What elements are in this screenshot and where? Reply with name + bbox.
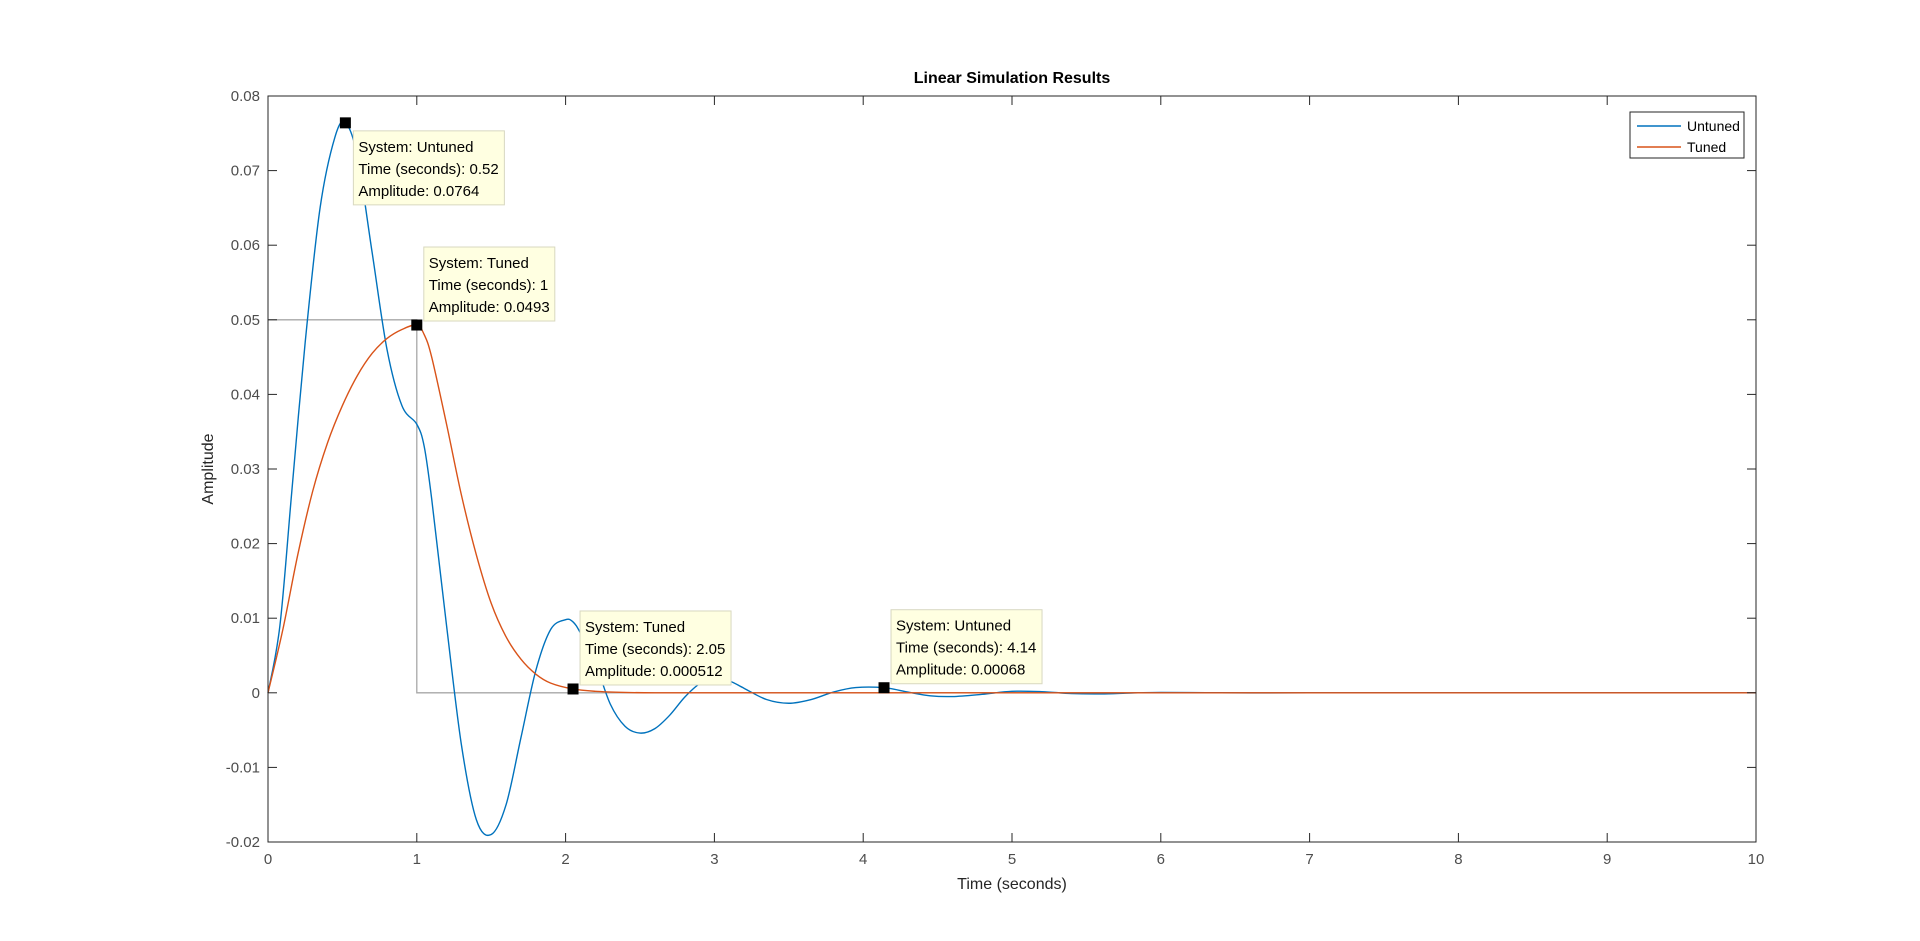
x-tick-label: 8 <box>1454 851 1462 868</box>
series-line-untuned <box>267 121 1756 837</box>
datatip-line: Time (seconds): 4.14 <box>896 640 1036 657</box>
datatip-box <box>579 610 732 686</box>
datatip-marker[interactable] <box>567 683 579 695</box>
y-tick-label: 0.05 <box>231 312 260 329</box>
y-tick-label: 0.08 <box>231 88 260 105</box>
y-tick-label: 0 <box>252 685 260 702</box>
legend-label-tuned: Tuned <box>1687 139 1726 155</box>
y-tick-label: 0.04 <box>231 386 260 403</box>
datatip[interactable]: System: Tuned Time (seconds): 2.05 Amplitu… <box>579 610 732 686</box>
datatip-line: Amplitude: 0.0764 <box>358 183 479 200</box>
series-layer <box>267 121 1756 837</box>
x-tick-label: 4 <box>859 851 867 868</box>
x-tick-label: 2 <box>561 851 569 868</box>
datatip[interactable]: System: Untuned Time (seconds): 4.14 Ampli… <box>890 609 1043 685</box>
datatip[interactable]: System: Untuned Time (seconds): 0.52 Ampli… <box>352 130 505 206</box>
x-tick-label: 10 <box>1748 851 1765 868</box>
datatip-line: Amplitude: 0.0493 <box>429 299 550 316</box>
datatip-line: Time (seconds): 1 <box>429 277 548 294</box>
datatip-line: Amplitude: 0.000512 <box>585 663 723 680</box>
plot-area <box>268 96 1756 842</box>
datatip-line: Time (seconds): 2.05 <box>585 641 725 658</box>
x-tick-label: 3 <box>710 851 718 868</box>
datatip-line: Time (seconds): 0.52 <box>358 161 498 178</box>
datatip-box <box>423 246 556 322</box>
tick-layer: 0 1 2 3 4 5 6 7 8 9 10 -0.02 -0.01 0 0.01 0.02 0.03 0.04 0… <box>226 88 1765 868</box>
x-tick-label: 5 <box>1008 851 1016 868</box>
datatip-line: System: Tuned <box>429 255 529 272</box>
y-tick-label: 0.01 <box>231 610 260 627</box>
x-tick-label: 7 <box>1305 851 1313 868</box>
x-tick-label: 1 <box>413 851 421 868</box>
y-tick-label: 0.06 <box>231 237 260 254</box>
legend-box <box>1629 111 1745 159</box>
y-tick-label: 0.07 <box>231 163 260 180</box>
datatip[interactable]: System: Tuned Time (seconds): 1 Amplitude:… <box>423 246 556 322</box>
datatip-line: System: Tuned <box>585 619 685 636</box>
x-tick-label: 6 <box>1157 851 1165 868</box>
chart-title: Linear Simulation Results <box>914 70 1111 87</box>
y-axis-label: Amplitude <box>200 433 217 504</box>
y-tick-label: 0.03 <box>231 461 260 478</box>
legend: Untuned Tuned <box>1629 111 1745 159</box>
x-axis-label: Time (seconds) <box>957 876 1067 893</box>
x-tick-label: 9 <box>1603 851 1611 868</box>
datatip-line: System: Untuned <box>896 618 1011 635</box>
datatip-marker-layer <box>339 117 890 695</box>
y-tick-label: -0.01 <box>226 759 260 776</box>
series-line-tuned <box>267 324 1756 694</box>
plot-frame <box>267 95 1757 843</box>
y-tick-label: 0.02 <box>231 536 260 553</box>
datatip-layer: System: Untuned Time (seconds): 0.52 Ampli… <box>352 130 1043 686</box>
datatip-marker[interactable] <box>411 319 423 331</box>
datatip-line: System: Untuned <box>358 139 473 156</box>
datatip-box <box>352 130 505 206</box>
y-tick-label: -0.02 <box>226 834 260 851</box>
datatip-marker[interactable] <box>878 682 890 694</box>
datatip-marker[interactable] <box>339 117 351 129</box>
datatip-line: Amplitude: 0.00068 <box>896 662 1025 679</box>
datatip-box <box>890 609 1043 685</box>
x-tick-label: 0 <box>264 851 272 868</box>
legend-label-untuned: Untuned <box>1687 118 1740 134</box>
